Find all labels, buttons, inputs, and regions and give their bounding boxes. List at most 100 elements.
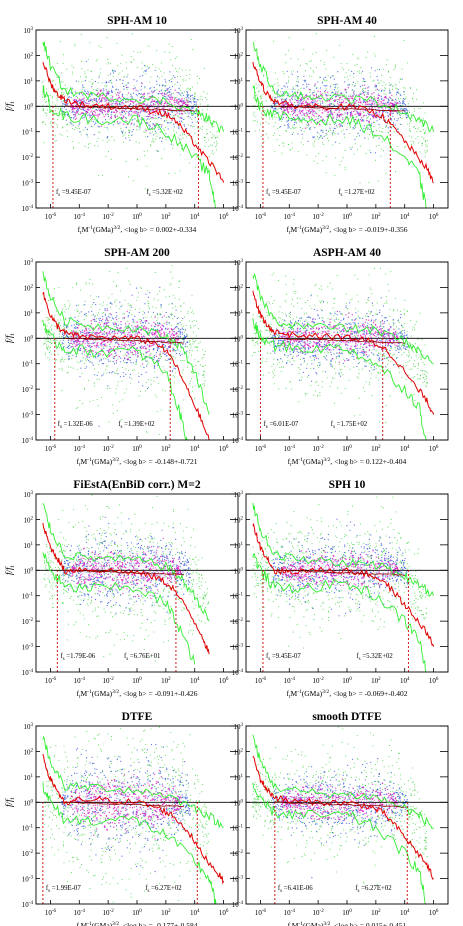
scatter-point (171, 81, 173, 83)
scatter-point (275, 116, 277, 118)
scatter-point (323, 79, 325, 81)
scatter-point (362, 119, 365, 121)
scatter-point (318, 137, 321, 139)
scatter-point (168, 409, 170, 411)
scatter-point (175, 352, 178, 355)
scatter-point (150, 110, 152, 112)
scatter-point (86, 342, 88, 344)
scatter-point (141, 287, 143, 289)
scatter-point (128, 136, 130, 139)
scatter-point (190, 345, 192, 347)
scatter-point (335, 92, 337, 94)
scatter-point (137, 113, 139, 115)
scatter-point (184, 101, 186, 103)
scatter-point (423, 119, 425, 121)
scatter-point (84, 110, 87, 112)
scatter-point (213, 153, 215, 155)
scatter-point (186, 95, 188, 97)
scatter-point (67, 326, 69, 328)
scatter-point (373, 121, 375, 123)
scatter-point (306, 63, 308, 65)
scatter-point (66, 353, 68, 355)
scatter-point (147, 136, 149, 138)
scatter-point (395, 87, 397, 89)
scatter-point (190, 138, 192, 140)
scatter-point (165, 317, 167, 319)
scatter-point (136, 80, 138, 82)
scatter-point (386, 59, 388, 61)
scatter-point (70, 91, 72, 94)
scatter-point (94, 320, 96, 322)
scatter-point (274, 109, 276, 111)
scatter-point (104, 308, 106, 310)
scatter-point (195, 335, 197, 337)
scatter-point (299, 107, 301, 110)
scatter-point (86, 335, 88, 337)
scatter-point (163, 84, 165, 86)
scatter-point (74, 91, 76, 93)
scatter-point (135, 363, 137, 365)
scatter-point (163, 289, 165, 291)
scatter-point (122, 116, 124, 119)
scatter-point (123, 134, 125, 136)
scatter-point (171, 303, 173, 305)
scatter-point (129, 130, 131, 132)
scatter-point (194, 141, 196, 143)
scatter-point (89, 142, 91, 144)
scatter-point (307, 101, 309, 104)
scatter-point (154, 271, 156, 274)
scatter-point (180, 148, 182, 150)
scatter-point (129, 373, 132, 375)
scatter-point (71, 73, 73, 75)
scatter-point (183, 124, 185, 126)
scatter-point (362, 110, 364, 112)
scatter-point (380, 131, 383, 133)
scatter-point (187, 135, 189, 137)
scatter-point (300, 141, 302, 143)
scatter-point (387, 101, 390, 103)
scatter-point (71, 123, 73, 125)
scatter-point (181, 104, 184, 106)
scatter-point (57, 353, 59, 356)
scatter-point (149, 144, 152, 146)
scatter-point (81, 81, 83, 83)
scatter-point (333, 89, 335, 91)
scatter-point (309, 95, 311, 97)
scatter-point (320, 104, 323, 106)
scatter-point (146, 165, 148, 167)
scatter-point (45, 123, 47, 125)
scatter-point (193, 319, 195, 321)
scatter-point (294, 89, 296, 91)
scatter-point (299, 101, 301, 103)
scatter-point (89, 100, 91, 102)
scatter-point (117, 73, 119, 75)
scatter-point (359, 93, 361, 95)
scatter-point (258, 91, 260, 93)
scatter-point (388, 82, 390, 84)
scatter-point (105, 114, 107, 116)
scatter-point (84, 73, 86, 75)
scatter-point (122, 79, 124, 81)
scatter-point (165, 133, 167, 135)
scatter-point (309, 60, 311, 63)
scatter-point (424, 150, 426, 152)
scatter-point (312, 70, 314, 72)
scatter-point (179, 154, 182, 156)
scatter-point (89, 116, 91, 118)
scatter-point (154, 315, 157, 317)
scatter-point (110, 94, 112, 96)
scatter-point (380, 155, 382, 157)
scatter-point (339, 97, 341, 99)
scatter-point (324, 76, 326, 78)
scatter-point (127, 73, 129, 75)
scatter-point (121, 332, 123, 334)
green-lower-curve (252, 85, 427, 208)
panel-2: SPH-AM 4010-410-310-210-110010110210310-… (232, 15, 449, 236)
scatter-point (284, 102, 286, 104)
scatter-point (145, 316, 147, 318)
scatter-point (101, 326, 103, 328)
panel-title: SPH-AM 200 (104, 247, 170, 259)
scatter-point (360, 145, 362, 147)
scatter-point (77, 125, 79, 127)
scatter-point (48, 317, 50, 319)
